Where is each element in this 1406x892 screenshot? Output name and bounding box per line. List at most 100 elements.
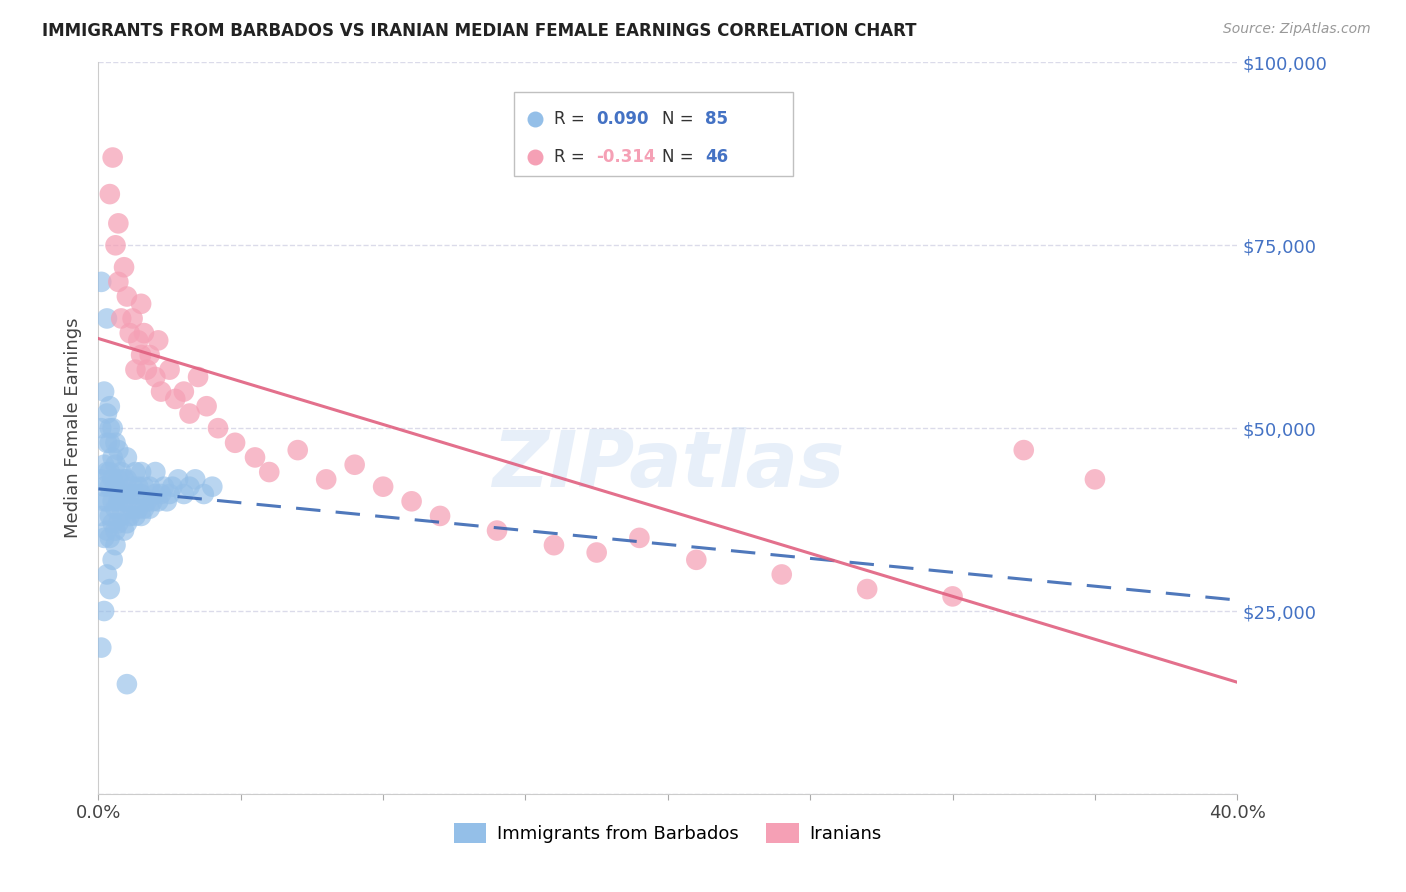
Point — [193, 487, 215, 501]
Point — [104, 238, 127, 252]
Point — [343, 458, 366, 472]
Point — [98, 465, 121, 479]
Point — [115, 450, 138, 465]
Point — [585, 545, 607, 559]
Point — [107, 516, 129, 531]
Point — [187, 370, 209, 384]
Point — [124, 508, 146, 523]
Point — [129, 508, 152, 523]
Point — [201, 480, 224, 494]
Point — [685, 553, 707, 567]
Point — [93, 480, 115, 494]
Point — [138, 480, 160, 494]
Point — [486, 524, 509, 538]
Point — [287, 443, 309, 458]
Point — [96, 435, 118, 450]
Point — [148, 494, 170, 508]
Point — [101, 472, 124, 486]
Point — [770, 567, 793, 582]
Point — [259, 465, 281, 479]
Point — [856, 582, 879, 596]
Legend: Immigrants from Barbados, Iranians: Immigrants from Barbados, Iranians — [447, 815, 889, 851]
Point — [93, 458, 115, 472]
Point — [184, 472, 207, 486]
Point — [104, 458, 127, 472]
Point — [156, 494, 179, 508]
Point — [1012, 443, 1035, 458]
Point — [112, 472, 135, 486]
Point — [159, 487, 181, 501]
Point — [90, 421, 112, 435]
Point — [96, 524, 118, 538]
Point — [98, 508, 121, 523]
Point — [127, 334, 149, 348]
Point — [628, 531, 651, 545]
Point — [132, 501, 155, 516]
Point — [96, 465, 118, 479]
Point — [98, 399, 121, 413]
Point — [96, 494, 118, 508]
Point — [110, 508, 132, 523]
Text: -0.314: -0.314 — [596, 148, 655, 166]
Text: R =: R = — [554, 110, 591, 128]
Point — [93, 531, 115, 545]
FancyBboxPatch shape — [515, 92, 793, 176]
Point — [132, 480, 155, 494]
Point — [942, 590, 965, 604]
Point — [118, 487, 141, 501]
Point — [93, 604, 115, 618]
Point — [138, 348, 160, 362]
Text: N =: N = — [662, 148, 699, 166]
Point — [104, 480, 127, 494]
Point — [150, 487, 173, 501]
Point — [98, 582, 121, 596]
Text: 85: 85 — [706, 110, 728, 128]
Point — [112, 260, 135, 275]
Point — [159, 362, 181, 376]
Point — [127, 501, 149, 516]
Point — [124, 487, 146, 501]
Point — [101, 553, 124, 567]
Point — [107, 494, 129, 508]
Point — [543, 538, 565, 552]
Point — [115, 472, 138, 486]
Point — [112, 524, 135, 538]
Point — [129, 348, 152, 362]
Point — [129, 465, 152, 479]
Point — [167, 472, 190, 486]
Point — [121, 480, 143, 494]
Point — [1178, 787, 1201, 801]
Point — [101, 450, 124, 465]
Point — [98, 187, 121, 202]
Point — [118, 326, 141, 340]
Point — [93, 494, 115, 508]
Point — [124, 465, 146, 479]
Point — [110, 311, 132, 326]
Point — [98, 480, 121, 494]
Point — [124, 362, 146, 376]
Point — [93, 384, 115, 399]
Point — [129, 487, 152, 501]
Point — [104, 435, 127, 450]
Point — [173, 487, 195, 501]
Point — [429, 508, 451, 523]
Point — [135, 362, 157, 376]
Point — [145, 465, 167, 479]
Point — [207, 421, 229, 435]
Point — [243, 450, 266, 465]
Point — [107, 275, 129, 289]
Point — [179, 480, 201, 494]
Point — [132, 326, 155, 340]
Point — [145, 487, 167, 501]
Point — [135, 494, 157, 508]
Point — [153, 480, 176, 494]
Point — [1084, 472, 1107, 486]
Point — [118, 508, 141, 523]
Point — [179, 407, 201, 421]
Point — [162, 480, 184, 494]
Point — [96, 311, 118, 326]
Y-axis label: Median Female Earnings: Median Female Earnings — [65, 318, 83, 539]
Point — [150, 384, 173, 399]
Point — [104, 524, 127, 538]
Point — [96, 407, 118, 421]
